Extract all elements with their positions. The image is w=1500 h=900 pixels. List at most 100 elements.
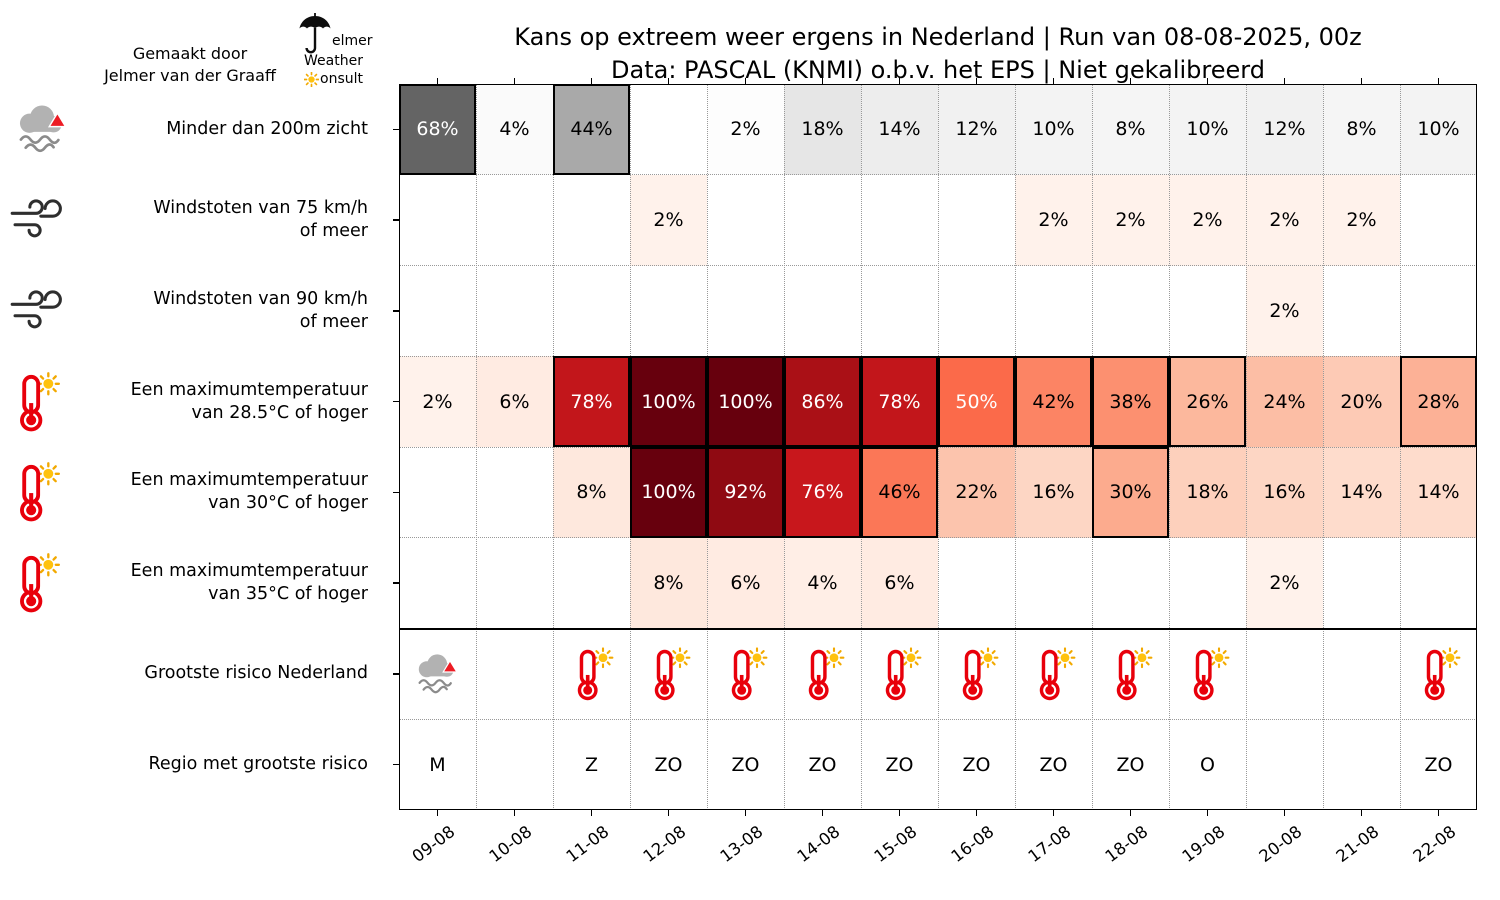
- x-axis-tick: [590, 810, 593, 816]
- row-label: Windstoten van 90 km/h of meer: [80, 288, 368, 334]
- cell-value: 76%: [801, 481, 844, 504]
- heatmap-cell: 76%: [784, 447, 861, 538]
- heatmap-cell: 2%: [707, 84, 784, 175]
- x-axis-tick: [975, 810, 978, 816]
- row-label-line: van 35°C of hoger: [208, 584, 368, 605]
- risk-thermometer-sun-icon: [1109, 647, 1153, 701]
- logo-text-consult: onsult: [303, 71, 363, 87]
- cell-value: 2%: [1269, 299, 1300, 322]
- x-tick-label: 20-08: [1255, 822, 1305, 867]
- x-tick-label: 09-08: [408, 822, 458, 867]
- heatmap-cell: 86%: [784, 356, 861, 447]
- logo-text-elmer: elmer: [332, 33, 373, 49]
- x-axis-tick-top: [898, 78, 901, 84]
- cell-value: 8%: [653, 572, 684, 595]
- heatmap-cell: 2%: [1169, 174, 1246, 266]
- heatmap-plot-area: 68% 4% 44% 2% 18% 14% 12% 10% 8% 10% 12% 8% 10% 2% 2% 2…: [399, 84, 1477, 810]
- row-label: Een maximumtemperatuur van 28.5°C of hoge…: [80, 379, 368, 425]
- x-axis-tick-top: [590, 78, 593, 84]
- cell-value: 2%: [730, 118, 761, 141]
- risk-thermometer-sun-icon: [878, 647, 922, 701]
- risk-thermometer-sun-icon: [1186, 647, 1230, 701]
- risk-thermometer-sun-icon: [1032, 647, 1076, 701]
- x-tick-label: 22-08: [1409, 822, 1459, 867]
- cell-value: 6%: [730, 572, 761, 595]
- heatmap-cell: 14%: [861, 84, 938, 175]
- title-line2: Data: PASCAL (KNMI) o.b.v. het EPS | Nie…: [611, 56, 1265, 84]
- cell-value: 2%: [1192, 209, 1223, 232]
- row-label: Een maximumtemperatuur van 30°C of hoger: [80, 469, 368, 515]
- risk-thermometer-sun-icon: [1417, 647, 1461, 701]
- grid-line-horizontal: [399, 265, 1477, 266]
- heatmap-cell: 100%: [630, 356, 707, 447]
- x-axis-tick: [1360, 810, 1363, 816]
- heatmap-cell: 30%: [1092, 447, 1169, 538]
- row-label-line: van 28.5°C of hoger: [191, 402, 368, 423]
- row-label-line: Windstoten van 90 km/h: [153, 288, 368, 309]
- grid-line-horizontal: [399, 355, 1477, 357]
- cell-value: 20%: [1340, 390, 1383, 413]
- x-tick-label: 14-08: [793, 822, 843, 867]
- heatmap-cell: 44%: [553, 84, 630, 175]
- thermometer-sun-icon: [10, 462, 62, 522]
- cell-value: 16%: [1263, 481, 1306, 504]
- cell-value: 14%: [1340, 481, 1383, 504]
- cell-value: 38%: [1109, 390, 1152, 413]
- cell-value: 24%: [1263, 390, 1306, 413]
- x-tick-label: 16-08: [947, 822, 997, 867]
- row-label-line: Een maximumtemperatuur: [130, 561, 368, 582]
- thermometer-sun-icon: [10, 371, 62, 432]
- cell-value: 14%: [1417, 481, 1460, 504]
- cell-value: 6%: [499, 390, 530, 413]
- heatmap-cell: 8%: [630, 537, 707, 629]
- y-axis-tick: [393, 673, 399, 675]
- cell-value: 44%: [570, 118, 613, 141]
- heatmap-cell: 78%: [553, 356, 630, 447]
- row-label-line: Regio met grootste risico: [148, 754, 369, 775]
- cell-value: 92%: [724, 481, 767, 504]
- heatmap-cell: 8%: [1092, 84, 1169, 175]
- region-label: ZO: [654, 753, 683, 776]
- y-axis-tick: [393, 763, 399, 766]
- x-tick-label: 13-08: [716, 822, 766, 867]
- heatmap-cell: 18%: [784, 84, 861, 175]
- y-axis-tick: [393, 491, 399, 494]
- x-tick-label: 17-08: [1024, 822, 1074, 867]
- x-axis-tick-top: [1437, 78, 1440, 84]
- region-label: ZO: [1039, 753, 1068, 776]
- heatmap-cell: 2%: [1092, 174, 1169, 266]
- risk-fog-icon: [413, 654, 463, 694]
- x-axis-tick-top: [975, 78, 978, 84]
- x-axis-tick: [436, 810, 439, 816]
- row-label: Windstoten van 75 km/h of meer: [80, 197, 368, 243]
- risk-thermometer-sun-icon: [570, 647, 614, 701]
- heatmap-cell: 2%: [1015, 174, 1092, 266]
- y-axis-tick: [393, 582, 399, 584]
- chart-title: Kans op extreem weer ergens in Nederland…: [399, 21, 1477, 87]
- cell-value: 42%: [1032, 390, 1075, 413]
- cell-value: 4%: [499, 118, 530, 141]
- cell-value: 2%: [653, 209, 684, 232]
- cell-value: 4%: [807, 572, 838, 595]
- x-tick-label: 19-08: [1178, 822, 1228, 867]
- x-tick-label: 18-08: [1101, 822, 1151, 867]
- row-label-line: Windstoten van 75 km/h: [153, 198, 368, 219]
- heatmap-cell: 38%: [1092, 356, 1169, 447]
- row-label-line: Een maximumtemperatuur: [130, 379, 368, 400]
- cell-value: 2%: [1269, 572, 1300, 595]
- row-label-line: Een maximumtemperatuur: [130, 470, 368, 491]
- heatmap-cell: 50%: [938, 356, 1015, 447]
- heatmap-cell: 12%: [1246, 84, 1323, 175]
- grid-line-horizontal: [399, 446, 1477, 448]
- cell-value: 18%: [1186, 481, 1229, 504]
- y-axis-tick: [393, 128, 399, 131]
- row-label-line: Minder dan 200m zicht: [166, 118, 368, 139]
- heatmap-cell: 10%: [1015, 84, 1092, 175]
- x-tick-label: 10-08: [485, 822, 535, 867]
- x-tick-label: 21-08: [1332, 822, 1382, 867]
- heatmap-cell: 26%: [1169, 356, 1246, 447]
- heatmap-cell: 2%: [1323, 174, 1400, 266]
- region-label: ZO: [808, 753, 837, 776]
- heatmap-cell: 14%: [1400, 447, 1477, 538]
- region-label: O: [1200, 753, 1215, 776]
